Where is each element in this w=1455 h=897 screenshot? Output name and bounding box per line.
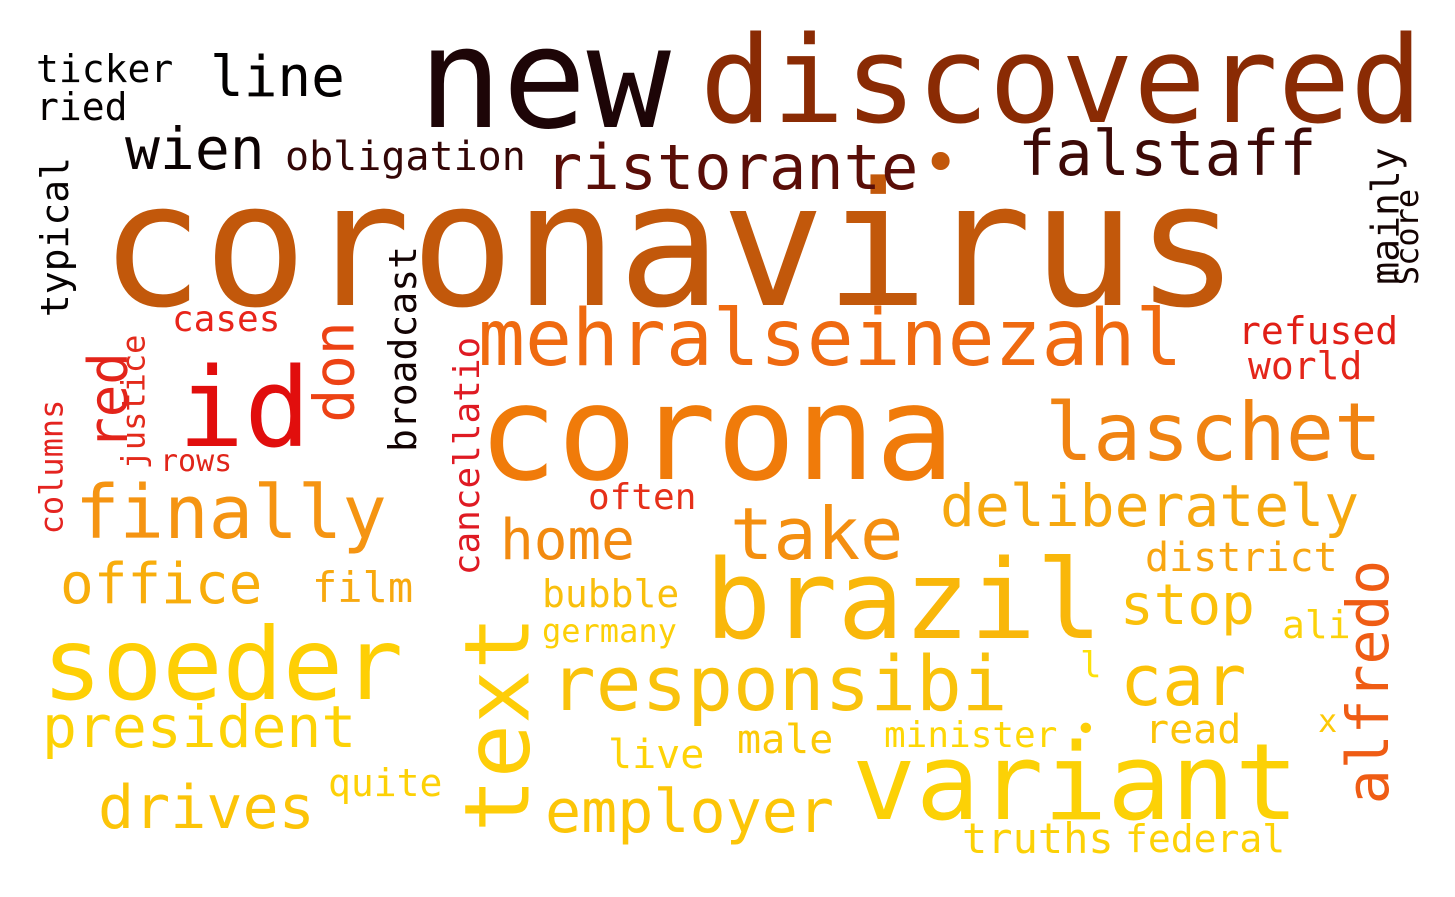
word-live: live [608,732,705,778]
word-president: president [42,693,357,761]
word-alfredo: alfredo [1334,559,1403,805]
word-line: line [210,45,345,110]
word-text: text [445,615,551,833]
word-brazil: brazil [705,536,1103,664]
word-federal: federal [1125,817,1286,861]
word-variant: variant [852,721,1299,844]
word-employer: employer [545,777,834,847]
word-dot-1: • [922,126,960,199]
word-dot-2: • [1075,709,1097,750]
word-score: Score [1388,188,1427,286]
word-deliberately: deliberately [940,472,1360,540]
word-l: l [1080,645,1102,686]
word-x: x [1318,702,1338,740]
word-red: red [76,352,140,450]
word-corona: corona [478,357,955,511]
word-bubble: bubble [542,572,680,616]
word-district: district [1145,535,1338,581]
word-germany: germany [542,612,677,650]
word-read: read [1145,707,1242,753]
word-ticker: ticker [36,47,174,91]
word-mehralseinezahl: mehralseinezahl [478,294,1183,384]
word-id: id [178,344,311,472]
word-don: don [302,321,368,423]
word-ristorante: ristorante [545,131,919,204]
word-laschet: laschet [1045,386,1383,479]
word-wien: wien [125,115,265,183]
word-film: film [312,563,414,612]
word-broadcast: broadcast [380,246,425,452]
word-world: world [1248,344,1363,388]
word-new: new [418,0,671,161]
word-drives: drives [98,773,315,843]
word-car: car [1120,640,1247,722]
word-quite: quite [328,761,443,805]
word-often: often [588,477,697,518]
word-ali: ali [1282,603,1351,647]
word-typical: typical [33,156,78,318]
word-falstaff: falstaff [1018,117,1317,190]
word-male: male [737,717,834,763]
word-obligation: obligation [285,134,526,180]
word-cancellatio: cancellatio [447,336,489,576]
word-discovered: discovered [700,12,1423,151]
word-soeder: soeder [42,606,404,723]
word-rows: rows [160,444,233,479]
word-home: home [500,508,635,573]
word-office: office [60,552,263,617]
word-finally: finally [75,470,387,556]
word-truths: truths [962,814,1114,863]
word-take: take [730,492,904,576]
word-refused: refused [1238,309,1399,353]
word-coronavirus: coronavirus [100,145,1240,346]
word-stop: stop [1120,573,1255,638]
word-responsibi: responsibi [550,639,1008,728]
word-cases: cases [172,299,281,340]
word-ried: ried [36,85,128,129]
word-columns: columns [32,399,71,535]
word-minister: minister [884,715,1058,756]
